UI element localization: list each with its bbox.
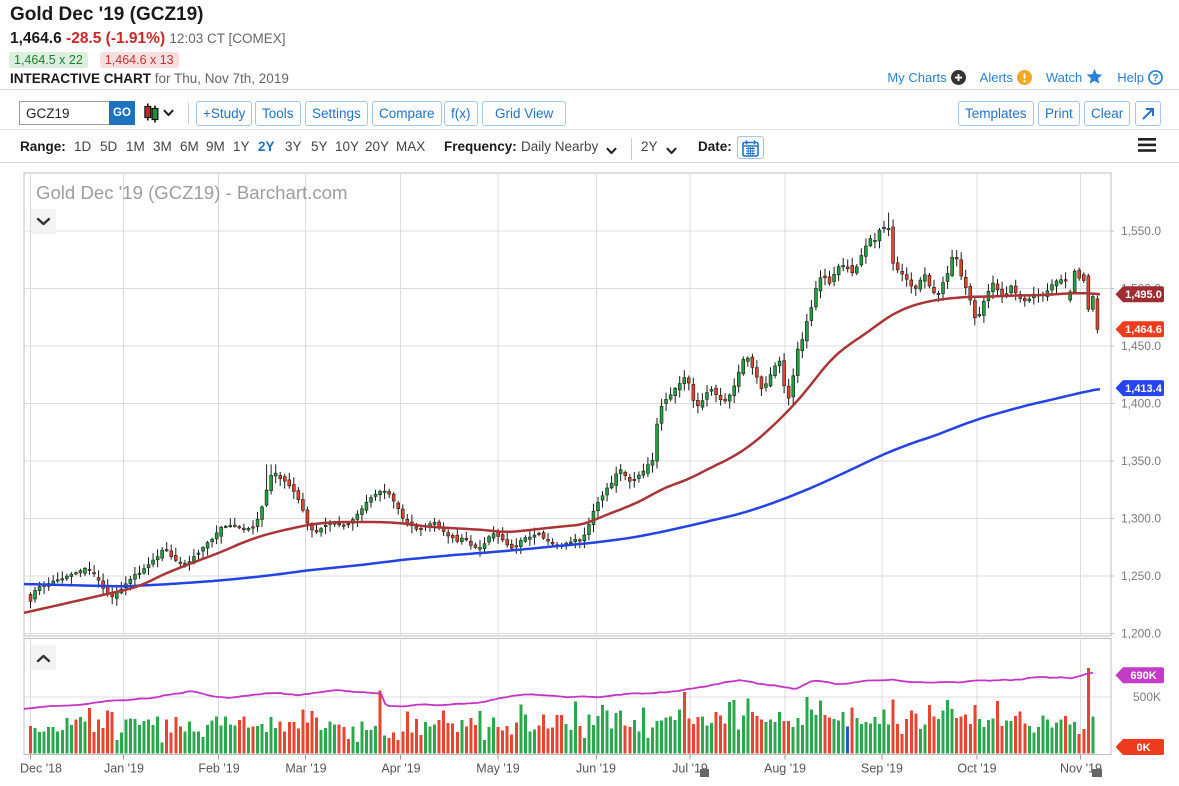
svg-text:May '19: May '19 <box>476 762 519 776</box>
svg-text:1,350.0: 1,350.0 <box>1121 454 1161 468</box>
svg-text:Jun '19: Jun '19 <box>576 762 616 776</box>
svg-text:1,450.0: 1,450.0 <box>1121 339 1161 353</box>
svg-text:500K: 500K <box>1133 690 1161 704</box>
svg-text:1,400.0: 1,400.0 <box>1121 397 1161 411</box>
svg-text:1,550.0: 1,550.0 <box>1121 224 1161 238</box>
svg-text:Mar '19: Mar '19 <box>285 762 326 776</box>
svg-text:Sep '19: Sep '19 <box>861 762 903 776</box>
svg-text:1,250.0: 1,250.0 <box>1121 569 1161 583</box>
svg-text:1,200.0: 1,200.0 <box>1121 627 1161 641</box>
svg-text:Aug '19: Aug '19 <box>764 762 806 776</box>
svg-text:1,464.6: 1,464.6 <box>1125 324 1162 336</box>
svg-text:1,495.0: 1,495.0 <box>1125 289 1162 301</box>
svg-text:1,300.0: 1,300.0 <box>1121 512 1161 526</box>
svg-text:Nov '19: Nov '19 <box>1060 762 1102 776</box>
svg-text:?: ? <box>1152 72 1158 83</box>
svg-text:0K: 0K <box>1136 742 1150 754</box>
svg-text:Oct '19: Oct '19 <box>957 762 996 776</box>
svg-text:690K: 690K <box>1130 670 1156 682</box>
svg-text:Gold Dec '19 (GCZ19) - Barchar: Gold Dec '19 (GCZ19) - Barchart.com <box>36 182 347 203</box>
svg-text:Dec '18: Dec '18 <box>20 762 62 776</box>
svg-text:1,413.4: 1,413.4 <box>1125 383 1163 395</box>
svg-text:Jul '19: Jul '19 <box>672 762 708 776</box>
svg-text:Jan '19: Jan '19 <box>104 762 144 776</box>
svg-text:Feb '19: Feb '19 <box>198 762 239 776</box>
svg-text:Apr '19: Apr '19 <box>381 762 420 776</box>
